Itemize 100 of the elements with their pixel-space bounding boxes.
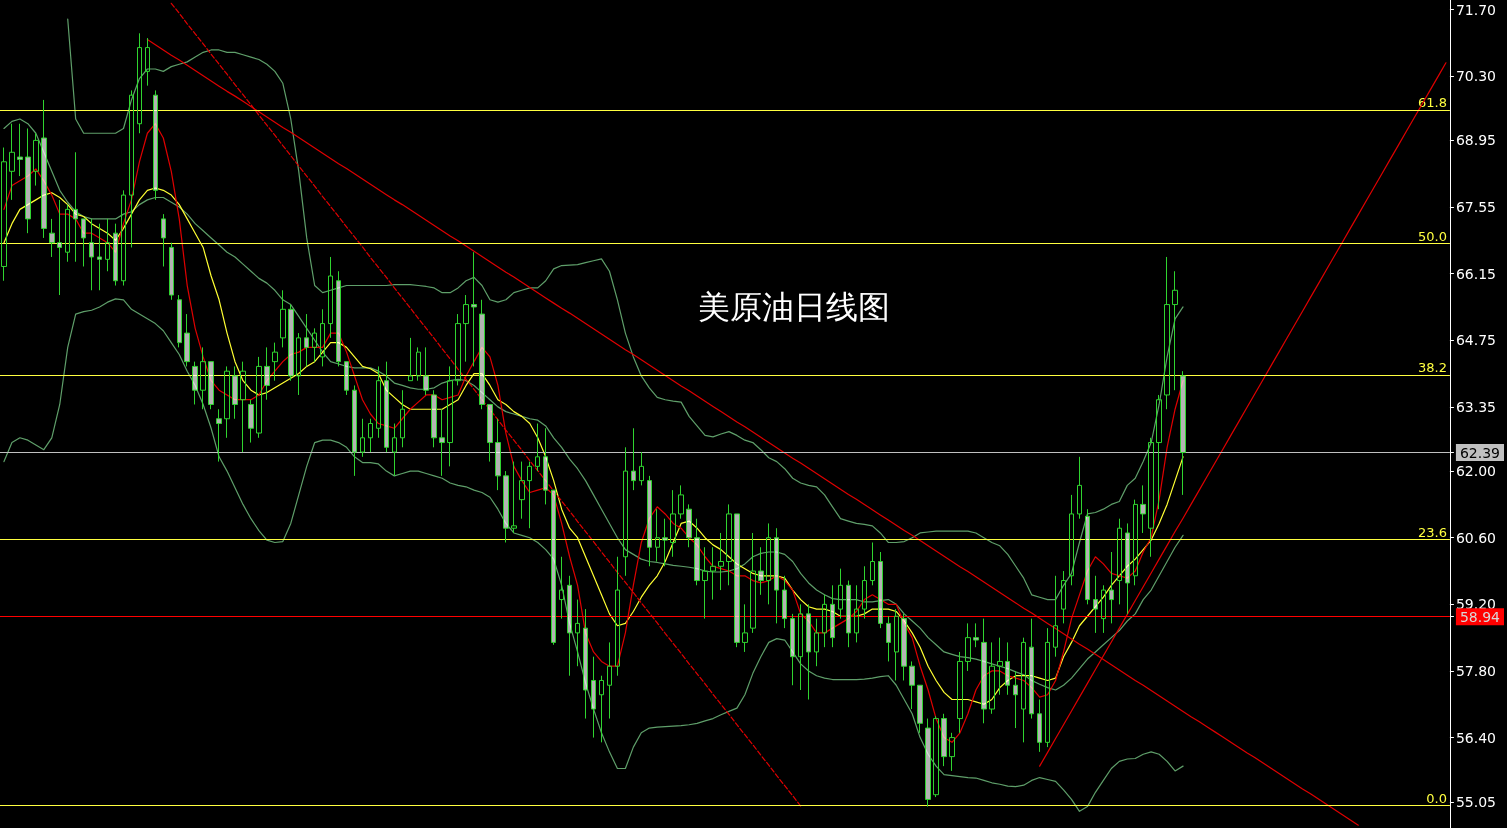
candlestick — [129, 89, 134, 248]
candlestick — [145, 37, 150, 87]
candlestick — [997, 637, 1003, 696]
candlestick — [766, 522, 771, 605]
candlestick — [113, 223, 118, 287]
candlestick — [248, 399, 254, 444]
candlestick — [1117, 518, 1122, 605]
annotation: 23.6 — [1418, 524, 1447, 540]
candlestick — [416, 346, 421, 382]
candlestick — [519, 461, 525, 520]
candlestick — [177, 294, 182, 348]
candlestick — [65, 204, 70, 263]
y-tick-label: 57.80 — [1455, 662, 1497, 679]
y-tick-label: 68.95 — [1455, 132, 1497, 149]
candlestick — [200, 346, 206, 410]
y-tick-label: 55.05 — [1455, 793, 1497, 810]
candlestick — [981, 618, 987, 724]
candlestick — [933, 715, 939, 798]
candlestick — [1172, 270, 1178, 391]
candlestick — [336, 270, 341, 367]
candlestick — [312, 327, 317, 363]
y-tick-label: 62.00 — [1455, 463, 1497, 480]
candlestick — [941, 713, 947, 767]
y-tick-label: 56.40 — [1455, 729, 1497, 746]
candlestick — [599, 675, 604, 743]
candlestick — [878, 551, 883, 629]
candlestick — [1029, 618, 1034, 720]
candlestick — [153, 89, 158, 201]
candlestick — [1180, 370, 1186, 496]
candlestick — [400, 389, 405, 448]
candlestick — [232, 365, 238, 420]
candlestick — [623, 446, 628, 577]
candlestick — [408, 337, 413, 382]
y-tick-label: 71.70 — [1455, 1, 1497, 18]
candlestick — [583, 608, 588, 720]
candlestick — [105, 218, 110, 272]
candlestick — [774, 527, 779, 624]
candlestick — [304, 313, 309, 367]
candlestick — [870, 541, 875, 586]
candlestick — [973, 622, 979, 648]
candlestick — [957, 651, 963, 734]
candlestick — [41, 99, 47, 239]
candlestick — [320, 308, 325, 367]
candlestick — [224, 365, 230, 439]
candlestick — [1125, 522, 1130, 615]
candlestick — [734, 513, 740, 648]
candlestick — [431, 389, 437, 448]
candlestick — [1077, 456, 1082, 520]
candlestick — [949, 732, 955, 772]
candlestick — [1109, 551, 1114, 624]
candlestick — [551, 489, 556, 646]
candlestick — [901, 613, 907, 681]
candlestick — [97, 223, 102, 291]
candlestick — [463, 294, 469, 363]
candlestick — [376, 365, 381, 439]
candlestick — [384, 361, 389, 453]
candlestick — [1021, 637, 1026, 743]
candlestick — [758, 546, 764, 596]
candlestick — [702, 546, 708, 620]
candlestick — [296, 332, 301, 396]
candlestick — [838, 568, 843, 620]
candlestick — [1061, 570, 1066, 624]
candlestick — [495, 418, 501, 491]
text: 美原油日线图 — [698, 288, 890, 326]
candlestick — [344, 361, 349, 396]
y-tick-label: 58.94 — [1459, 609, 1501, 626]
candlestick — [615, 556, 620, 677]
candlestick — [192, 361, 198, 405]
candlestick — [33, 132, 39, 187]
candlestick — [559, 556, 564, 620]
candlestick — [742, 603, 748, 653]
candlestick — [639, 451, 644, 486]
candlestick — [965, 622, 971, 672]
candlestick — [822, 594, 827, 648]
candlestick — [575, 599, 580, 667]
candlestick — [830, 584, 835, 648]
candlestick — [503, 470, 509, 543]
candlestick — [710, 546, 716, 601]
candlestick — [1, 147, 7, 282]
candlestick — [256, 356, 262, 439]
candlestick — [989, 641, 995, 715]
candlestick — [862, 565, 867, 620]
candlestick — [1140, 484, 1146, 534]
candlestick — [1148, 437, 1154, 558]
candlestick — [423, 346, 429, 396]
candlestick — [607, 641, 612, 720]
candlestick — [392, 423, 397, 477]
y-tick-label: 70.30 — [1455, 68, 1497, 85]
candlestick — [798, 603, 803, 691]
annotation: 38.2 — [1418, 360, 1447, 376]
candlestick — [1133, 499, 1138, 586]
candlestick — [208, 361, 214, 410]
y-tick-label: 64.75 — [1455, 332, 1497, 349]
candlestick — [455, 313, 461, 386]
candlestick — [806, 603, 811, 701]
candlestick — [846, 580, 851, 648]
candlestick — [487, 403, 493, 463]
candlestick — [280, 289, 286, 348]
candlestick — [368, 418, 373, 453]
candlestick — [1045, 627, 1050, 748]
